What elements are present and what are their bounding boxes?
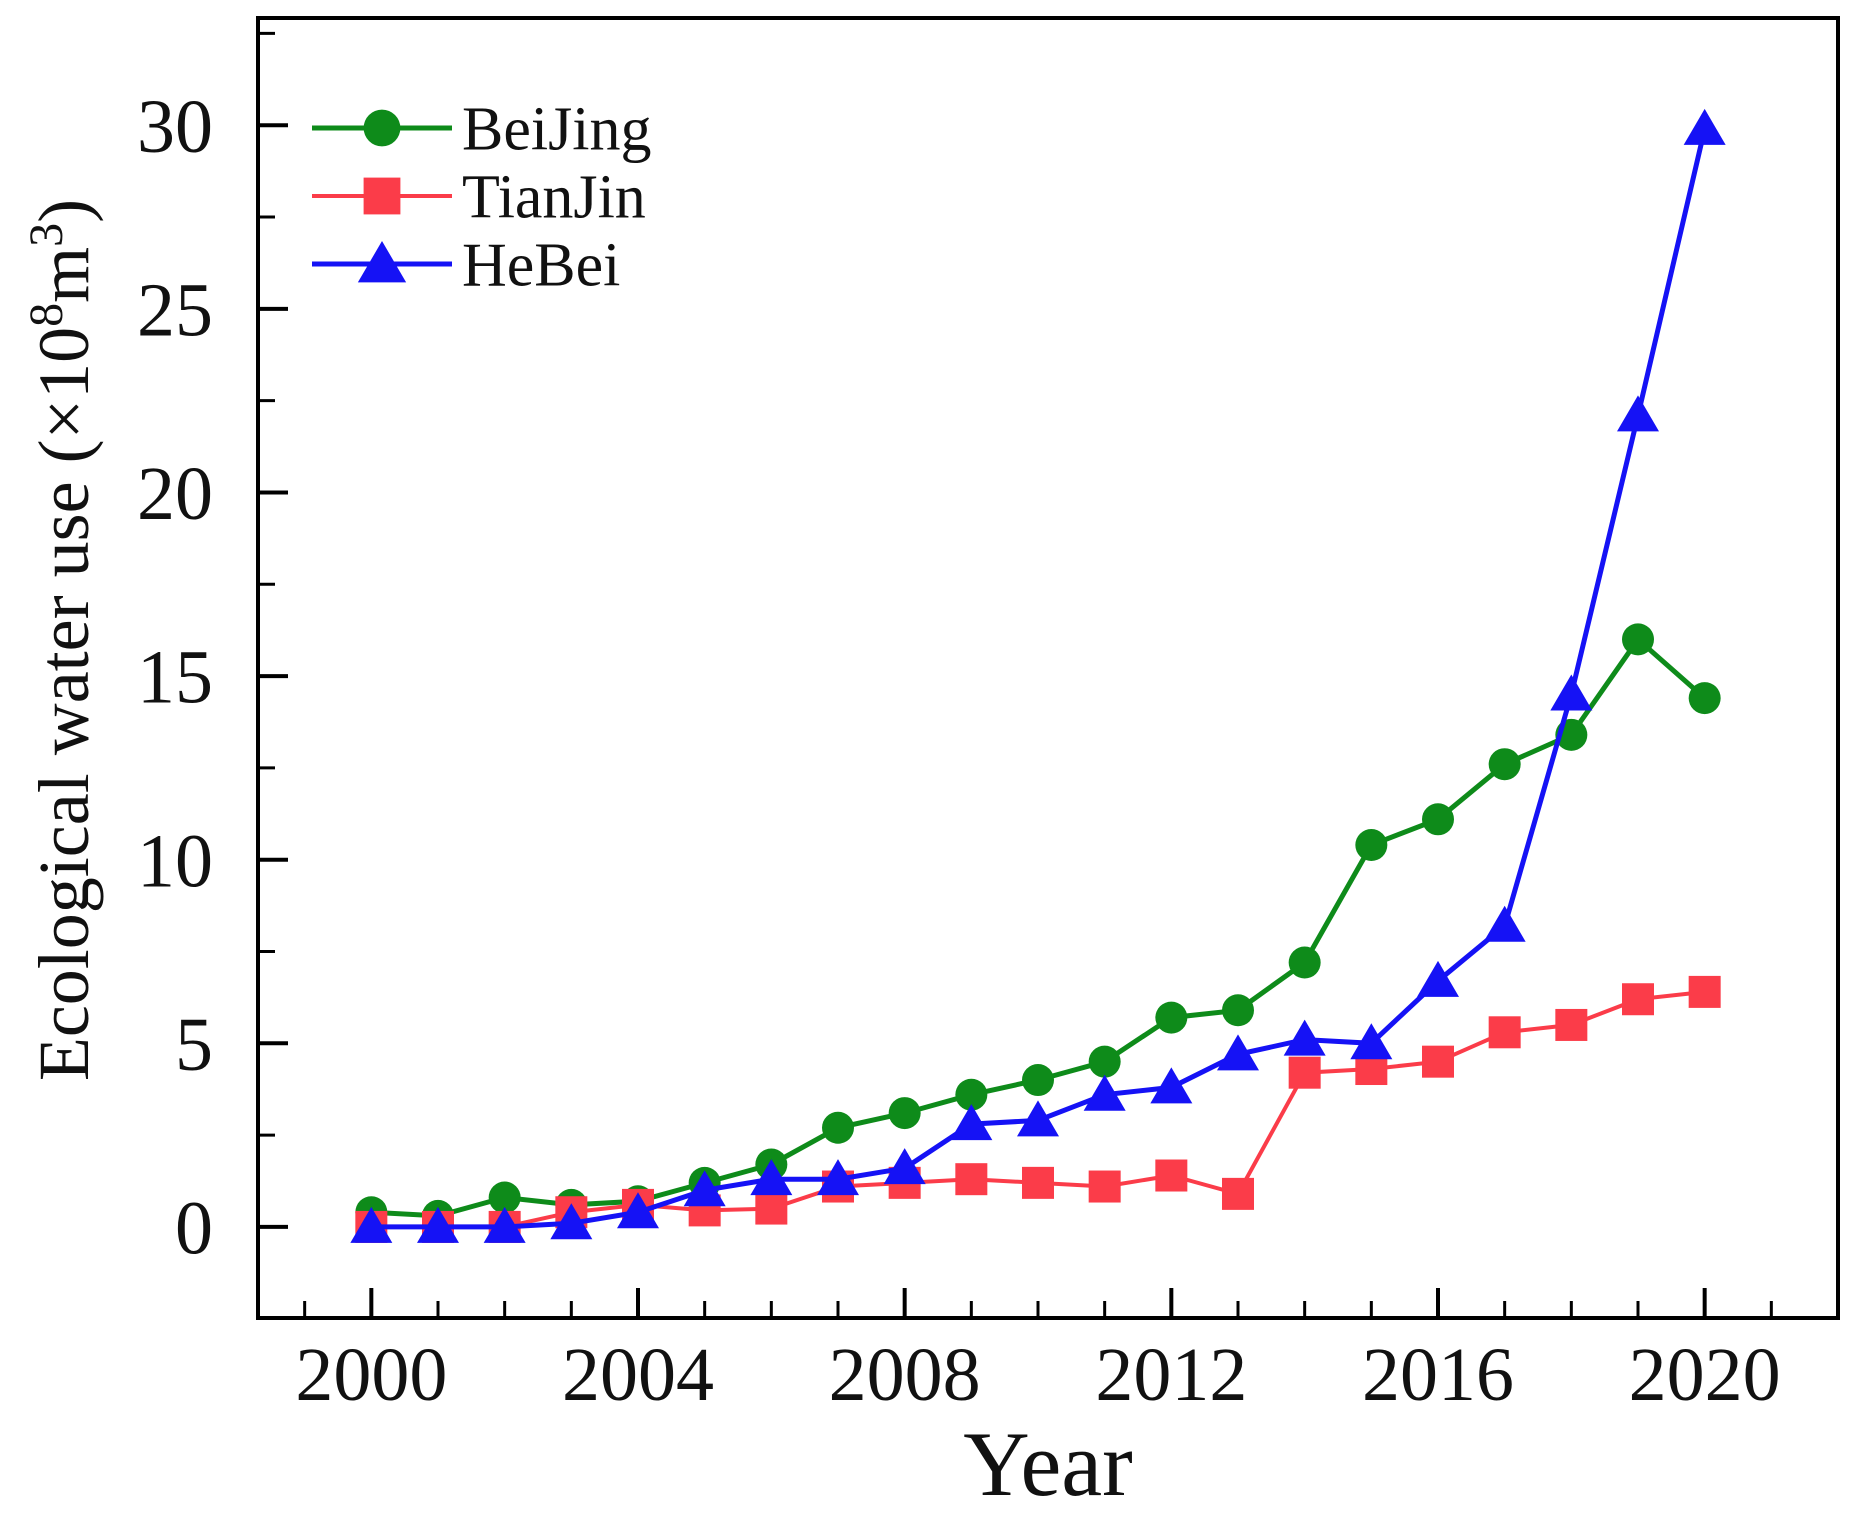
data-point-square bbox=[755, 1192, 788, 1225]
legend-label: HeBei bbox=[462, 232, 620, 300]
y-tick-label: 20 bbox=[137, 452, 213, 536]
data-point-triangle bbox=[1417, 960, 1459, 997]
data-point-circle bbox=[363, 109, 401, 147]
data-point-circle bbox=[1688, 682, 1721, 715]
x-tick-label: 2012 bbox=[1095, 1333, 1247, 1417]
data-point-circle bbox=[1155, 1001, 1188, 1034]
data-point-circle bbox=[1088, 1045, 1121, 1078]
data-point-triangle bbox=[1283, 1019, 1326, 1056]
series-root bbox=[350, 108, 1726, 1243]
axis-ticks bbox=[258, 31, 1773, 1318]
x-tick-label: 2016 bbox=[1362, 1333, 1514, 1417]
data-point-circle bbox=[1622, 623, 1654, 656]
data-point-triangle bbox=[1150, 1067, 1193, 1104]
data-point-square bbox=[1622, 983, 1654, 1016]
data-point-square bbox=[1688, 975, 1721, 1008]
data-point-square bbox=[363, 177, 401, 215]
data-point-circle bbox=[955, 1078, 988, 1111]
data-point-triangle bbox=[1550, 674, 1593, 711]
data-point-square bbox=[1422, 1045, 1454, 1078]
data-point-square bbox=[1222, 1177, 1254, 1210]
data-point-triangle bbox=[1017, 1100, 1059, 1137]
x-axis-title: Year bbox=[963, 1413, 1133, 1515]
data-point-circle bbox=[1022, 1064, 1054, 1097]
data-point-square bbox=[1155, 1159, 1188, 1192]
data-point-triangle bbox=[350, 1206, 393, 1243]
data-point-triangle bbox=[483, 1206, 526, 1243]
data-point-triangle bbox=[1617, 395, 1659, 432]
y-tick-label: 0 bbox=[175, 1187, 213, 1271]
data-point-triangle bbox=[1217, 1034, 1259, 1071]
data-point-triangle bbox=[617, 1192, 659, 1229]
data-point-triangle bbox=[1083, 1074, 1126, 1111]
y-tick-label: 10 bbox=[137, 819, 213, 903]
data-point-triangle bbox=[683, 1170, 726, 1207]
data-point-square bbox=[1088, 1170, 1121, 1203]
data-point-circle bbox=[822, 1111, 854, 1144]
data-point-square bbox=[1022, 1166, 1054, 1199]
data-point-triangle bbox=[357, 241, 407, 283]
y-tick-label: 15 bbox=[137, 636, 213, 720]
data-point-triangle bbox=[1350, 1023, 1393, 1060]
data-point-triangle bbox=[1683, 108, 1726, 145]
y-axis-title: Ecological water use (×108m3) bbox=[20, 199, 104, 1081]
data-point-circle bbox=[1288, 946, 1321, 979]
data-point-square bbox=[1555, 1008, 1588, 1041]
data-point-triangle bbox=[417, 1206, 459, 1243]
data-point-square bbox=[1488, 1016, 1521, 1049]
legend-item-tianjin: TianJin bbox=[312, 164, 646, 232]
data-point-circle bbox=[1355, 829, 1388, 862]
plot-border bbox=[256, 16, 1840, 1320]
legend-item-beijing: BeiJing bbox=[312, 96, 651, 164]
y-tick-label: 30 bbox=[137, 85, 213, 169]
data-point-square bbox=[1288, 1056, 1321, 1089]
x-tick-label: 2008 bbox=[829, 1333, 981, 1417]
legend-item-hebei: HeBei bbox=[312, 232, 620, 300]
data-point-triangle bbox=[750, 1159, 793, 1196]
axis-tick-labels: 0 5 10 15 20 25 30 2000 2004 2008 2012 2016 2020 bbox=[137, 85, 1781, 1417]
data-point-triangle bbox=[883, 1148, 926, 1185]
data-point-circle bbox=[488, 1181, 521, 1214]
x-tick-label: 2004 bbox=[562, 1333, 714, 1417]
data-point-square bbox=[955, 1163, 988, 1196]
data-point-circle bbox=[1222, 994, 1254, 1027]
data-point-triangle bbox=[950, 1104, 993, 1141]
y-tick-label: 5 bbox=[175, 1003, 213, 1087]
x-tick-label: 2000 bbox=[295, 1333, 447, 1417]
data-point-circle bbox=[888, 1097, 921, 1130]
data-point-circle bbox=[1422, 803, 1454, 836]
x-tick-label: 2020 bbox=[1629, 1333, 1781, 1417]
data-point-triangle bbox=[817, 1159, 859, 1196]
series-hebei bbox=[350, 108, 1726, 1243]
legend-label: BeiJing bbox=[462, 96, 651, 164]
data-point-triangle bbox=[1483, 905, 1526, 942]
data-point-circle bbox=[1488, 748, 1521, 781]
legend-label: TianJin bbox=[462, 164, 646, 232]
data-point-triangle bbox=[550, 1203, 593, 1240]
y-tick-label: 25 bbox=[137, 268, 213, 352]
